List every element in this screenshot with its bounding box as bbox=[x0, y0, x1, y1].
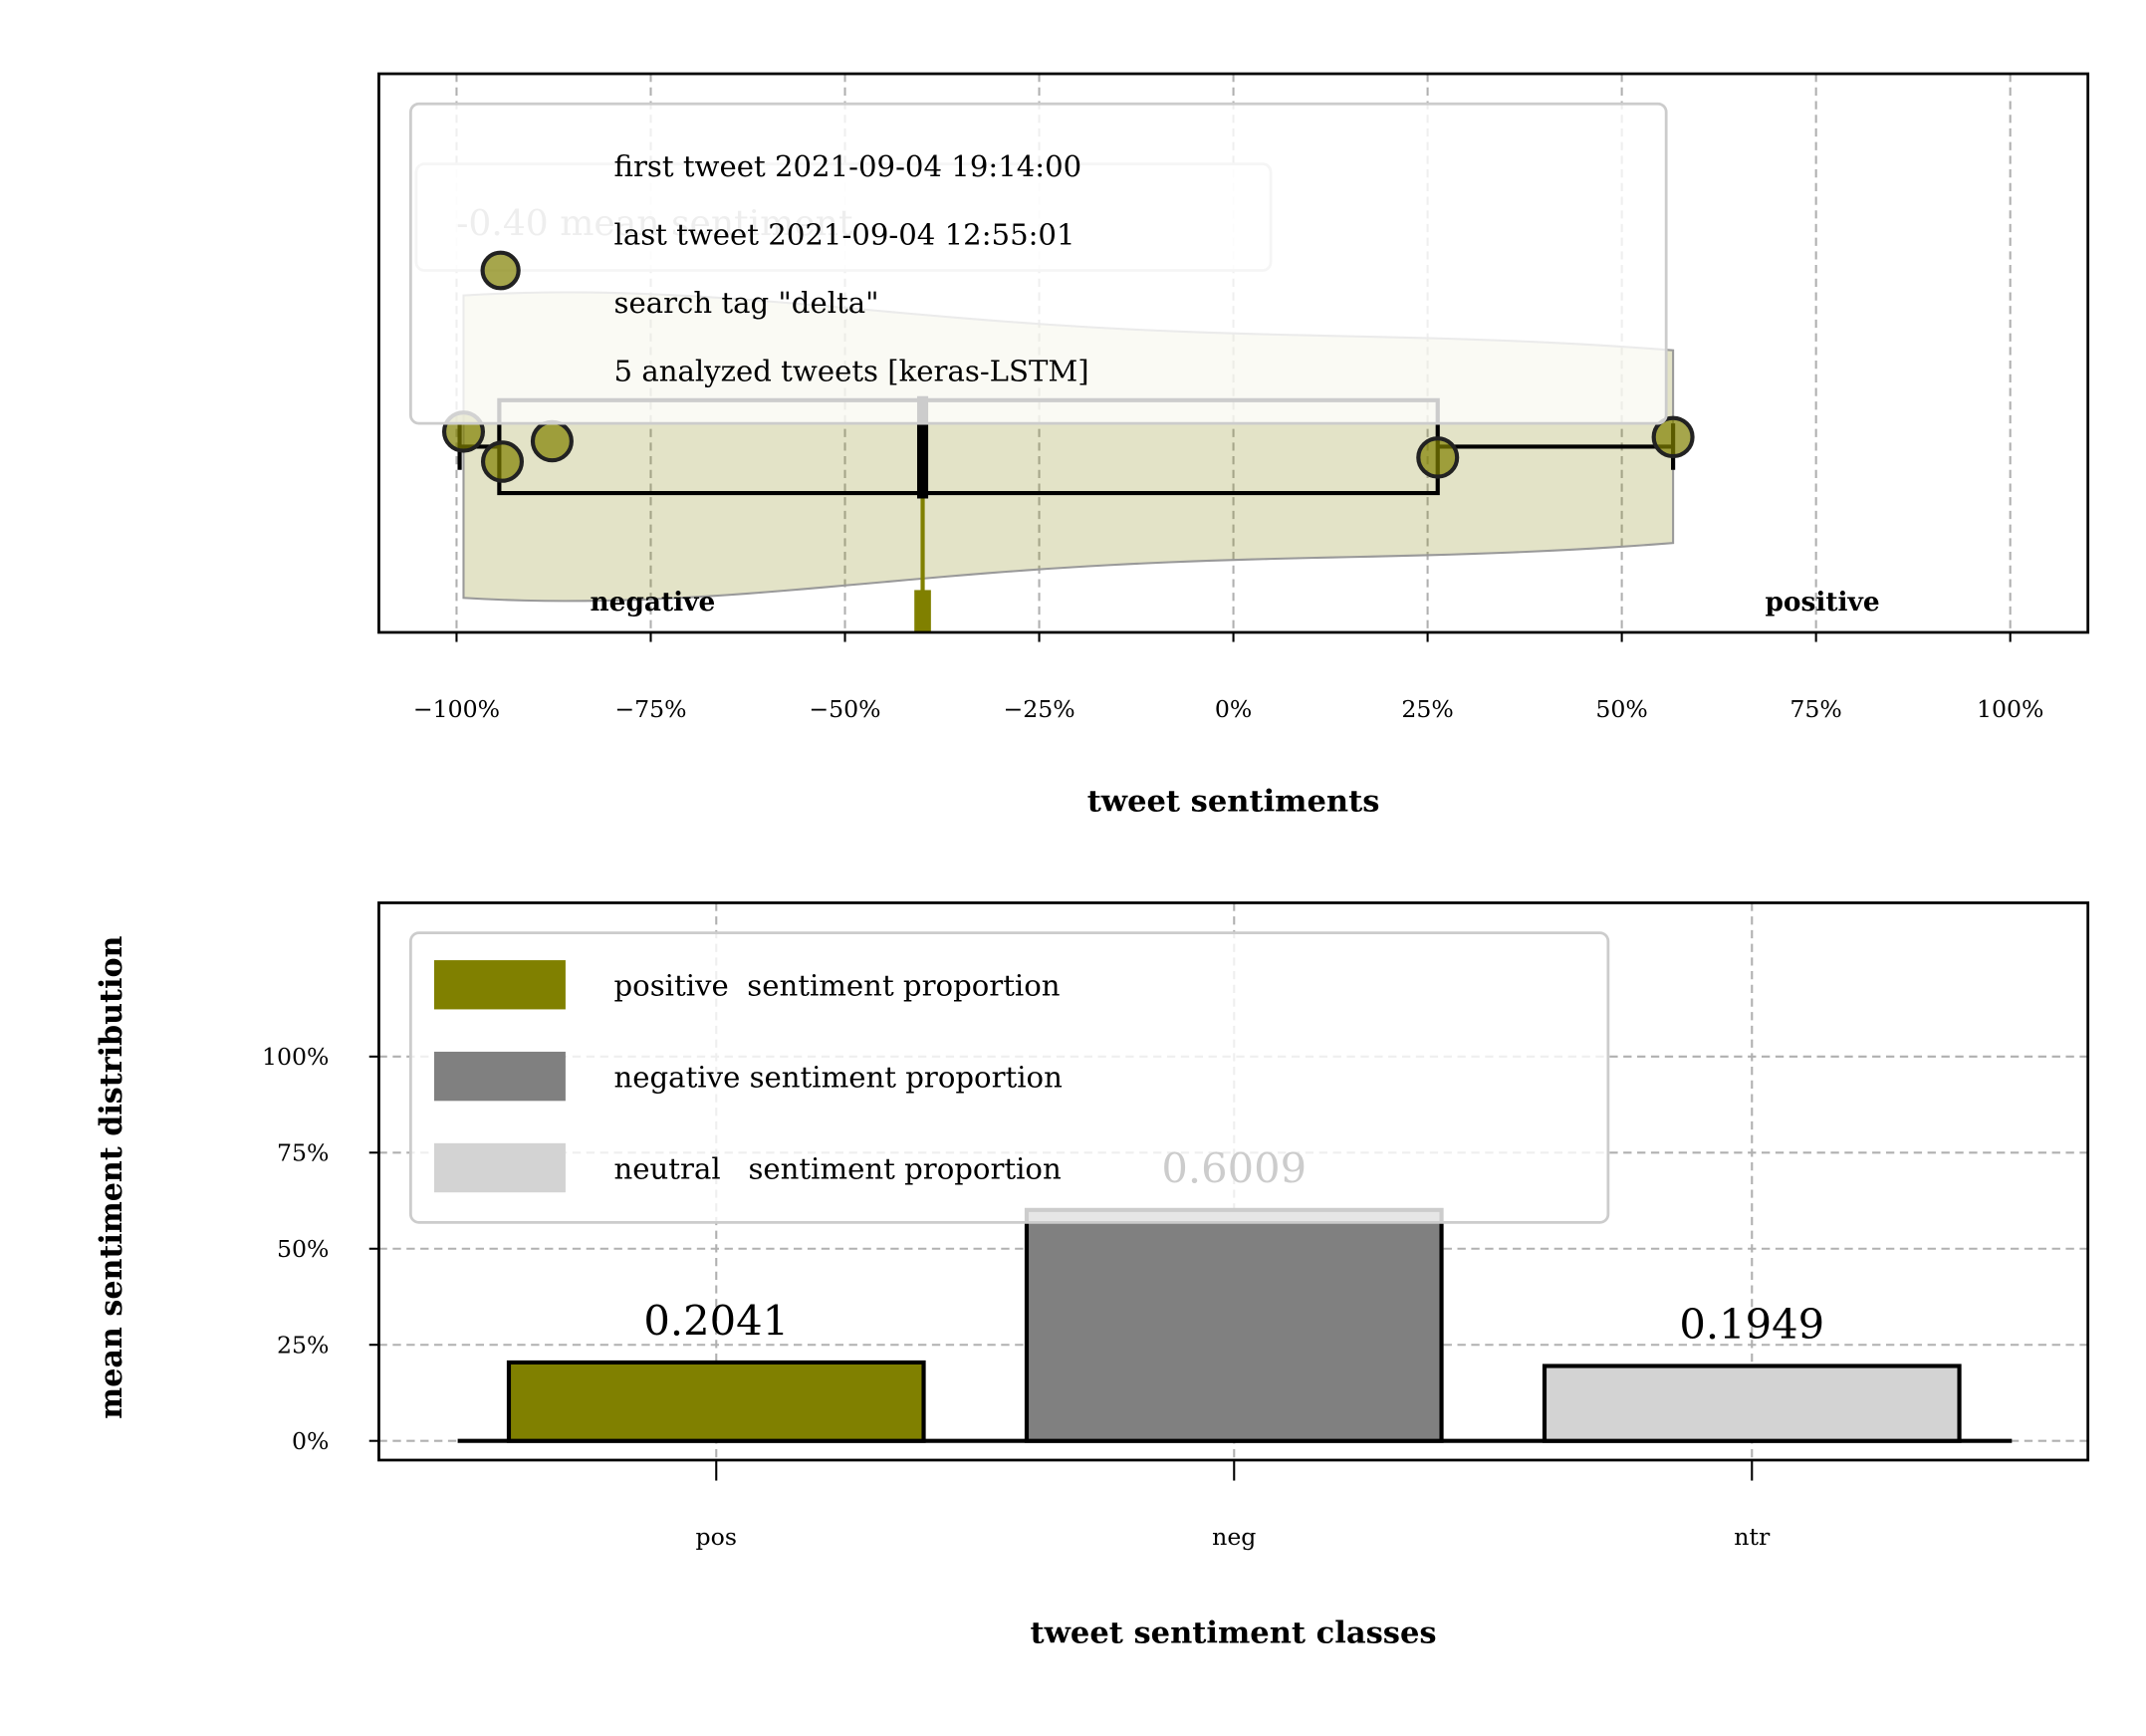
legend-text: last tweet 2021-09-04 12:55:01 bbox=[614, 218, 1075, 252]
y-tick-label: 75% bbox=[277, 1139, 329, 1167]
y-axis-label: mean sentiment distribution bbox=[95, 936, 129, 1419]
legend-swatch bbox=[433, 1051, 566, 1102]
point bbox=[480, 440, 525, 483]
x-tick-label: 50% bbox=[1595, 695, 1647, 723]
x-tick-label: −75% bbox=[614, 695, 686, 723]
legend-marker bbox=[480, 250, 521, 291]
point bbox=[530, 419, 574, 463]
x-axis-label: tweet sentiment classes bbox=[1031, 1616, 1437, 1651]
x-tick-label: 25% bbox=[1401, 695, 1453, 723]
legend-swatch bbox=[433, 960, 566, 1010]
legend-text: 5 analyzed tweets [keras-LSTM] bbox=[614, 355, 1089, 388]
legend-text: negative sentiment proportion bbox=[614, 1061, 1063, 1095]
y-tick-label: 0% bbox=[292, 1427, 329, 1455]
legend-text: neutral sentiment proportion bbox=[614, 1152, 1062, 1186]
mean-marker bbox=[914, 590, 931, 632]
legend-text: first tweet 2021-09-04 19:14:00 bbox=[614, 149, 1082, 183]
legend-box bbox=[409, 931, 1610, 1224]
x-tick-label: −50% bbox=[809, 695, 880, 723]
x-tick-label: neg bbox=[1212, 1523, 1256, 1551]
x-axis-label: tweet sentiments bbox=[1087, 785, 1380, 820]
legend-text: positive sentiment proportion bbox=[614, 969, 1061, 1003]
x-tick-label: −25% bbox=[1003, 695, 1074, 723]
bar bbox=[506, 1360, 926, 1443]
bar bbox=[1542, 1364, 1962, 1443]
axes-frame bbox=[377, 901, 2090, 1462]
x-tick-label: 100% bbox=[1977, 695, 2043, 723]
annotation: positive bbox=[1765, 587, 1879, 618]
legend-text: search tag "delta" bbox=[614, 286, 879, 320]
y-tick-label: 100% bbox=[262, 1043, 329, 1071]
x-tick-label: −100% bbox=[413, 695, 500, 723]
value-label: 0.1949 bbox=[1679, 1301, 1824, 1349]
annotation: negative bbox=[591, 587, 716, 618]
axes-frame bbox=[377, 72, 2090, 634]
legend-box bbox=[409, 102, 1668, 425]
y-tick-label: 50% bbox=[277, 1235, 329, 1263]
point bbox=[1416, 436, 1460, 479]
legend-swatch bbox=[433, 1142, 566, 1193]
x-tick-label: 75% bbox=[1789, 695, 1841, 723]
x-tick-label: pos bbox=[696, 1523, 737, 1551]
x-tick-label: ntr bbox=[1734, 1523, 1771, 1551]
point bbox=[1651, 415, 1695, 459]
value-label: 0.2041 bbox=[643, 1298, 789, 1346]
y-tick-label: 25% bbox=[277, 1332, 329, 1360]
bar bbox=[1024, 1207, 1444, 1443]
x-tick-label: 0% bbox=[1215, 695, 1252, 723]
